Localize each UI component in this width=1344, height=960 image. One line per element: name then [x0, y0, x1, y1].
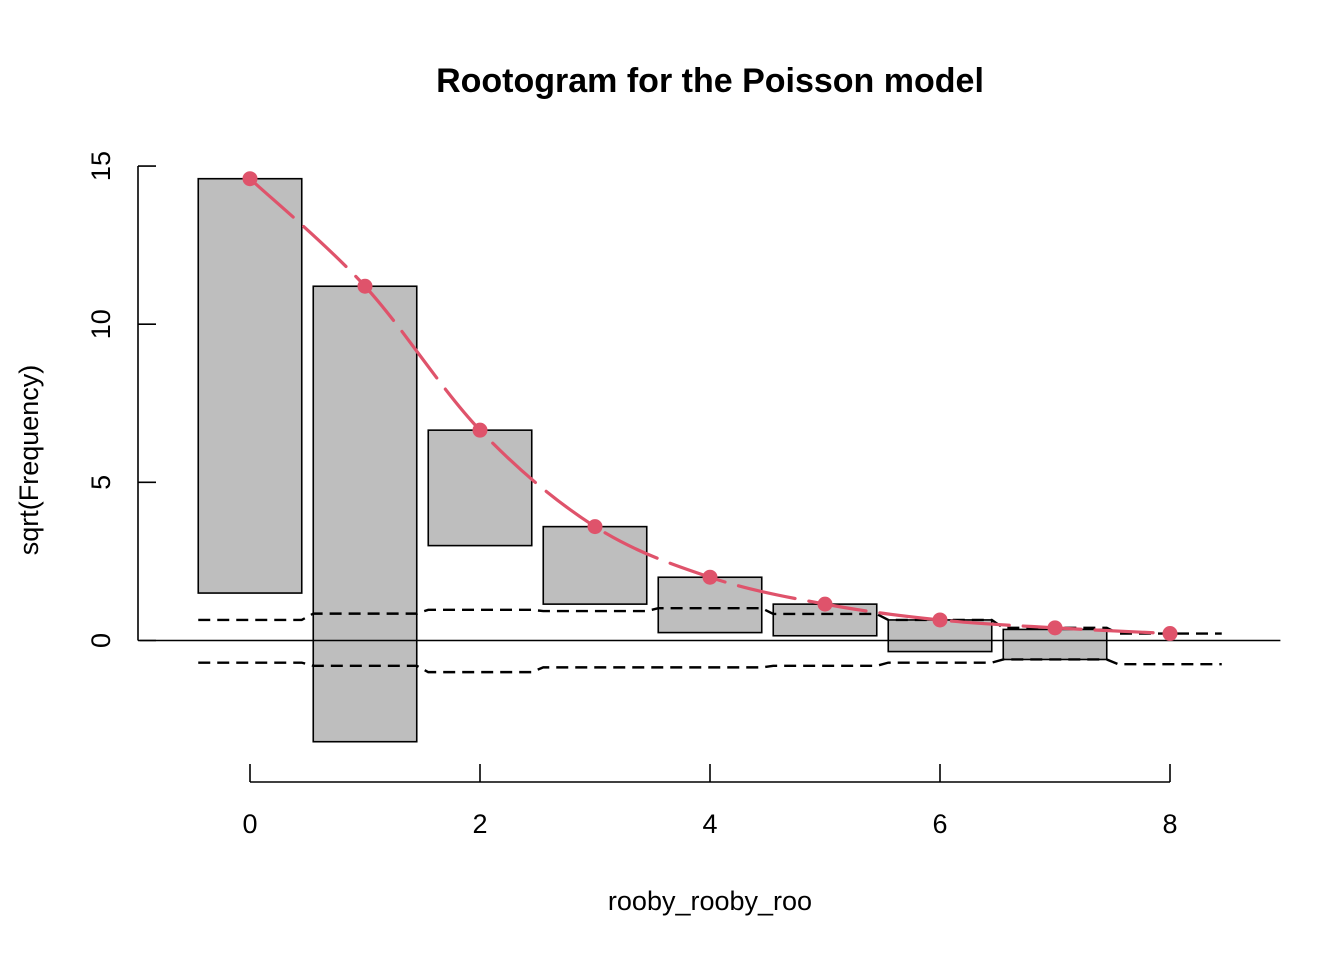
lower-reference-line — [198, 658, 1222, 674]
y-tick-label: 5 — [86, 475, 116, 490]
fitted-curve-layer — [242, 171, 1178, 642]
fitted-point — [817, 596, 833, 612]
bar — [542, 525, 648, 605]
reference-lines-layer — [139, 607, 1281, 674]
y-tick-label: 10 — [86, 309, 116, 339]
fitted-curve — [248, 177, 1172, 636]
fitted-point — [242, 171, 258, 187]
y-tick-label: 15 — [86, 151, 116, 181]
fitted-point — [932, 612, 948, 628]
y-tick-label: 0 — [86, 633, 116, 648]
bar — [312, 285, 418, 743]
upper-reference-line — [198, 607, 1222, 635]
x-tick-label: 4 — [702, 809, 717, 839]
fitted-point — [1047, 620, 1063, 636]
axes-layer: 0 5 10 15 0 2 4 6 8 — [86, 151, 1178, 839]
y-axis-label: sqrt(Frequency) — [14, 365, 44, 556]
bar — [427, 429, 533, 547]
x-tick-label: 6 — [932, 809, 947, 839]
fitted-point — [357, 278, 373, 294]
fitted-point — [472, 422, 488, 438]
chart-title: Rootogram for the Poisson model — [436, 62, 984, 100]
fitted-point — [587, 519, 603, 535]
x-tick-label: 8 — [1162, 809, 1177, 839]
bars-layer — [197, 177, 1108, 743]
bar — [657, 576, 763, 634]
x-axis-label: rooby_rooby_roo — [608, 886, 812, 916]
x-tick-label: 2 — [472, 809, 487, 839]
x-tick-label: 0 — [242, 809, 257, 839]
fitted-point — [702, 569, 718, 585]
bar — [197, 177, 303, 594]
fitted-point — [1162, 626, 1178, 642]
